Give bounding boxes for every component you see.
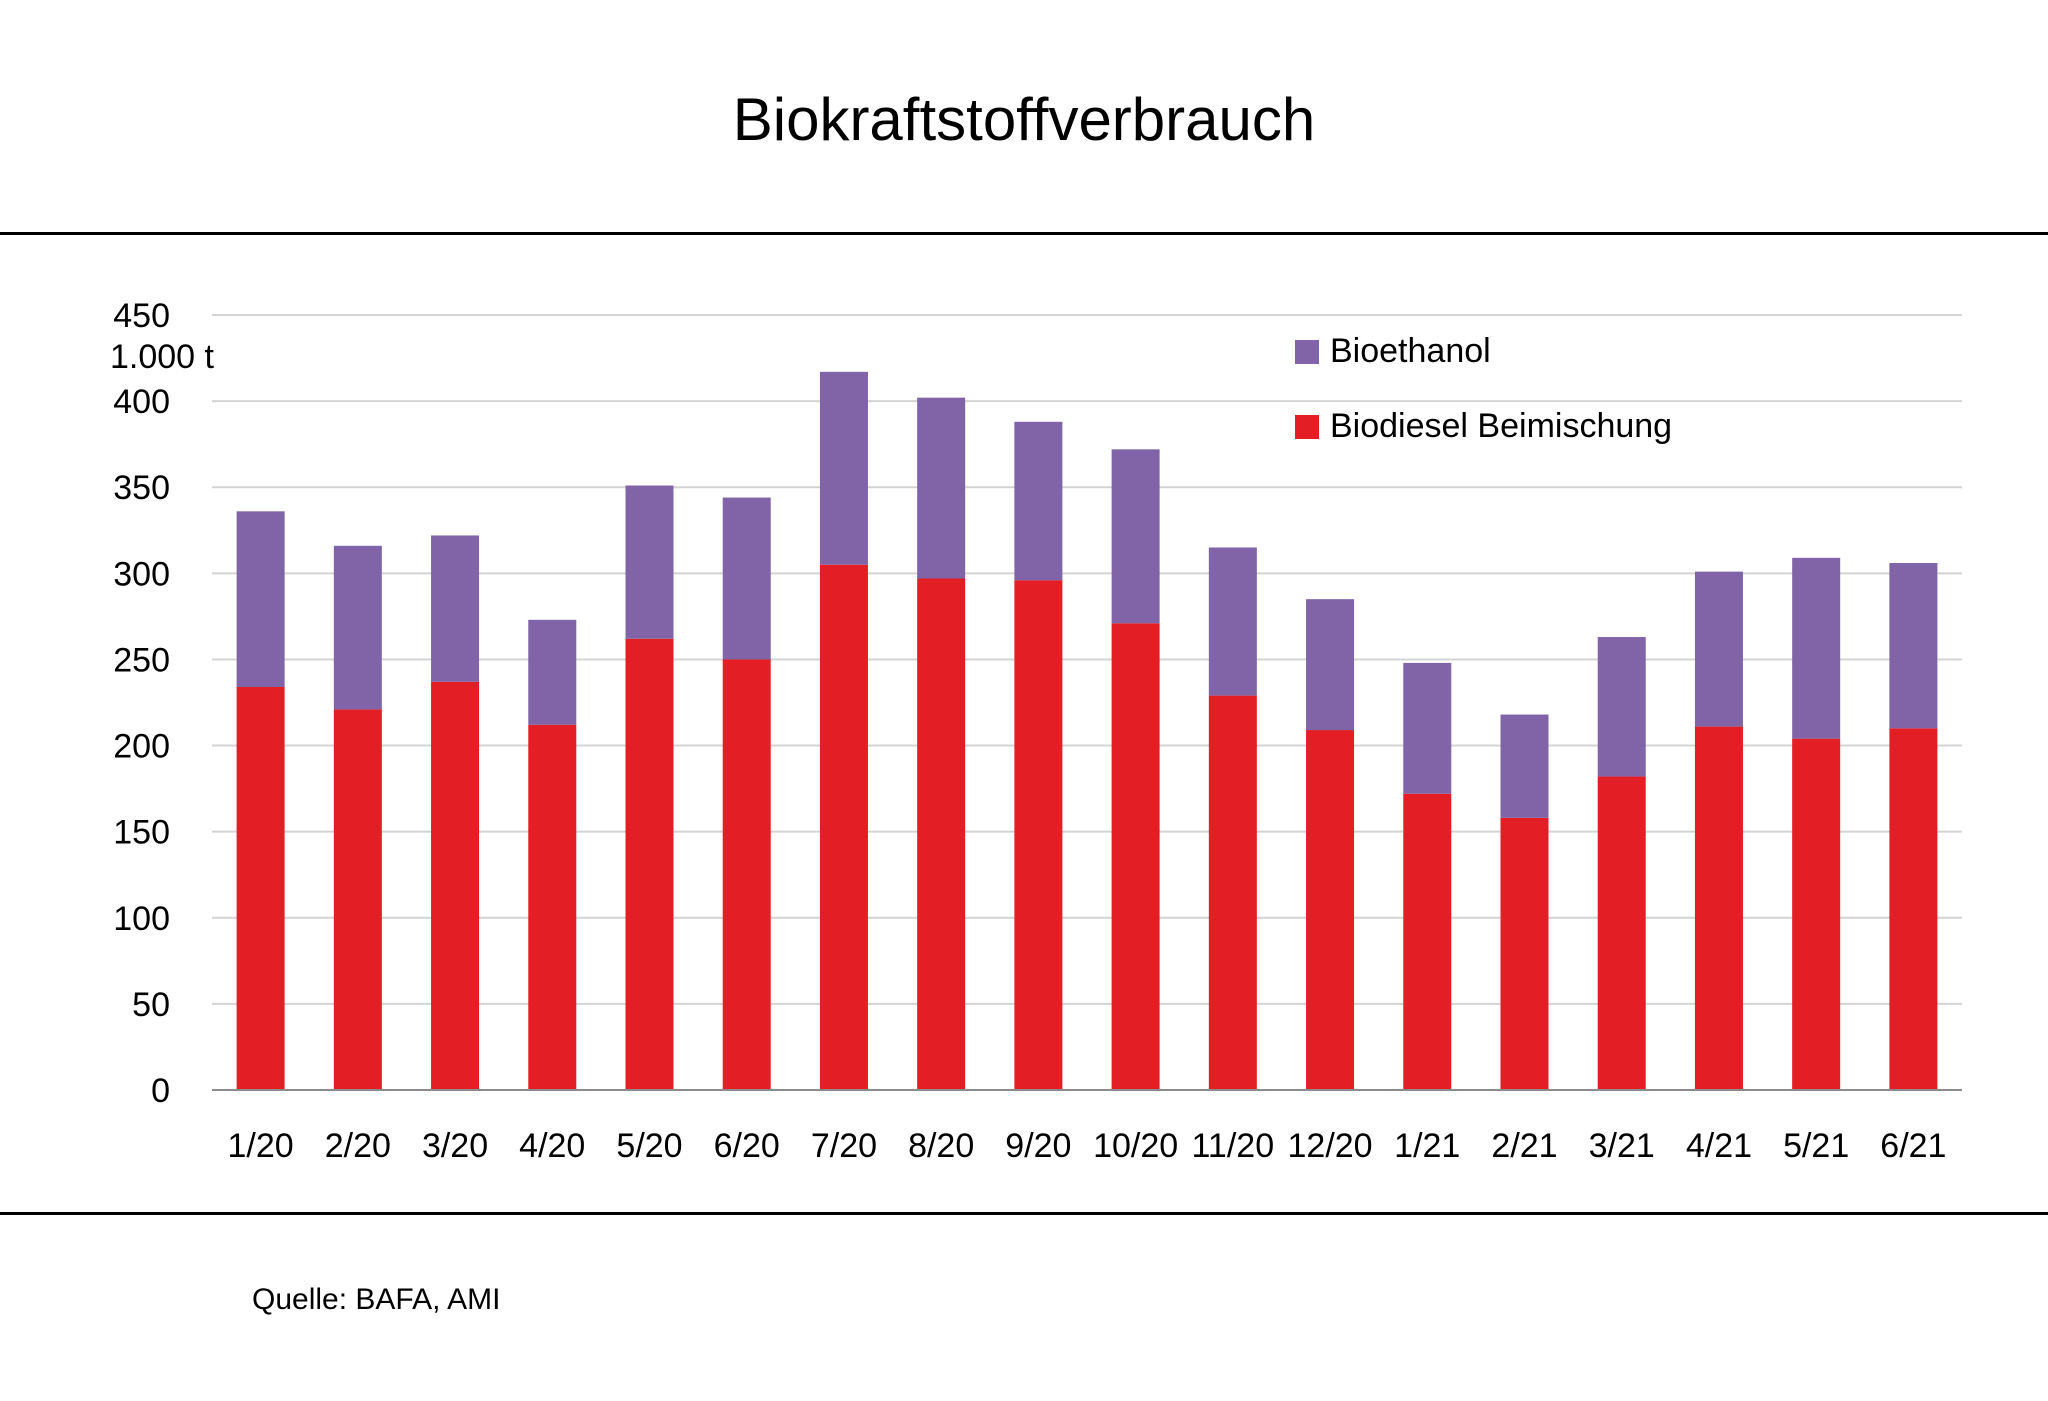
bar-biodiesel [1597,776,1646,1090]
bar-bioethanol [528,619,577,725]
bar-biodiesel [1889,728,1938,1090]
y-tick-label: 50 [132,986,170,1024]
legend-swatch-bioethanol [1295,340,1319,364]
bar-biodiesel [528,724,577,1090]
bar-bioethanol [722,497,771,660]
x-tick-label: 6/21 [1880,1127,1946,1165]
y-tick-label: 150 [113,814,170,852]
x-tick-label: 1/21 [1394,1127,1460,1165]
bar-bioethanol [1500,714,1549,818]
bar-biodiesel [1500,817,1549,1090]
bar-biodiesel [236,687,285,1090]
x-tick-label: 7/20 [811,1127,877,1165]
y-tick-label: 100 [113,900,170,938]
bar-bioethanol [1597,637,1646,777]
bar-bioethanol [236,511,285,687]
bar-bioethanol [333,545,382,710]
x-tick-label: 10/20 [1093,1127,1178,1165]
bar-bioethanol [625,485,674,639]
x-tick-label: 5/21 [1783,1127,1849,1165]
legend-swatch-biodiesel [1295,415,1319,439]
bar-bioethanol [1208,547,1257,696]
bar-bioethanol [431,535,480,682]
x-tick-label: 3/20 [422,1127,488,1165]
bar-biodiesel [1403,793,1452,1090]
bar-biodiesel [722,659,771,1090]
bar-biodiesel [1014,580,1063,1090]
bar-biodiesel [333,709,382,1090]
bar-bioethanol [1111,449,1160,624]
bar-bioethanol [1792,557,1841,739]
y-tick-label: 450 [113,297,170,335]
y-axis-unit-label: 1.000 t [110,338,215,376]
gridlines [212,314,1962,1005]
x-tick-label: 2/21 [1491,1127,1557,1165]
bar-bioethanol [1694,571,1743,727]
x-tick-label: 2/20 [325,1127,391,1165]
bar-bioethanol [1014,421,1063,581]
legend-label-bioethanol: Bioethanol [1330,332,1491,370]
y-tick-label: 300 [113,555,170,593]
x-tick-label: 4/21 [1686,1127,1752,1165]
source-note: Quelle: BAFA, AMI [252,1283,501,1316]
bar-biodiesel [1306,730,1355,1090]
x-axis-ticks: 1/20 2/20 3/20 4/20 5/20 6/20 7/20 8/20 9/20 10/2… [228,1127,1947,1165]
x-tick-label: 3/21 [1589,1127,1655,1165]
legend-label-biodiesel: Biodiesel Beimischung [1330,407,1672,445]
x-tick-label: 5/20 [616,1127,682,1165]
top-divider [0,232,2048,235]
bar-biodiesel [1694,726,1743,1090]
legend: Bioethanol Biodiesel Beimischung [1295,332,1672,445]
bottom-divider [0,1212,2048,1215]
y-tick-label: 200 [113,728,170,766]
bar-bioethanol [1889,563,1938,729]
bar-bioethanol [917,397,966,579]
bar-biodiesel [1208,695,1257,1090]
bar-bioethanol [1403,662,1452,794]
y-tick-label: 350 [113,469,170,507]
bar-biodiesel [625,638,674,1090]
bar-bioethanol [819,371,868,565]
bar-biodiesel [917,578,966,1090]
x-tick-label: 6/20 [714,1127,780,1165]
y-tick-label: 0 [151,1072,170,1110]
bar-biodiesel [431,681,480,1090]
x-tick-label: 11/20 [1192,1127,1275,1165]
bar-biodiesel [819,564,868,1090]
bars [236,371,1938,1090]
y-tick-label: 400 [113,383,170,421]
x-tick-label: 8/20 [908,1127,974,1165]
chart-title: Biokraftstoffverbrauch [732,86,1316,153]
x-tick-label: 9/20 [1005,1127,1071,1165]
y-axis-ticks: 0 50 100 150 200 250 300 350 400 450 [113,297,170,1110]
x-tick-label: 12/20 [1288,1127,1373,1165]
bar-bioethanol [1306,599,1355,731]
x-tick-label: 4/20 [519,1127,585,1165]
y-tick-label: 250 [113,641,170,679]
bar-biodiesel [1792,738,1841,1090]
x-tick-label: 1/20 [228,1127,294,1165]
bar-biodiesel [1111,623,1160,1090]
